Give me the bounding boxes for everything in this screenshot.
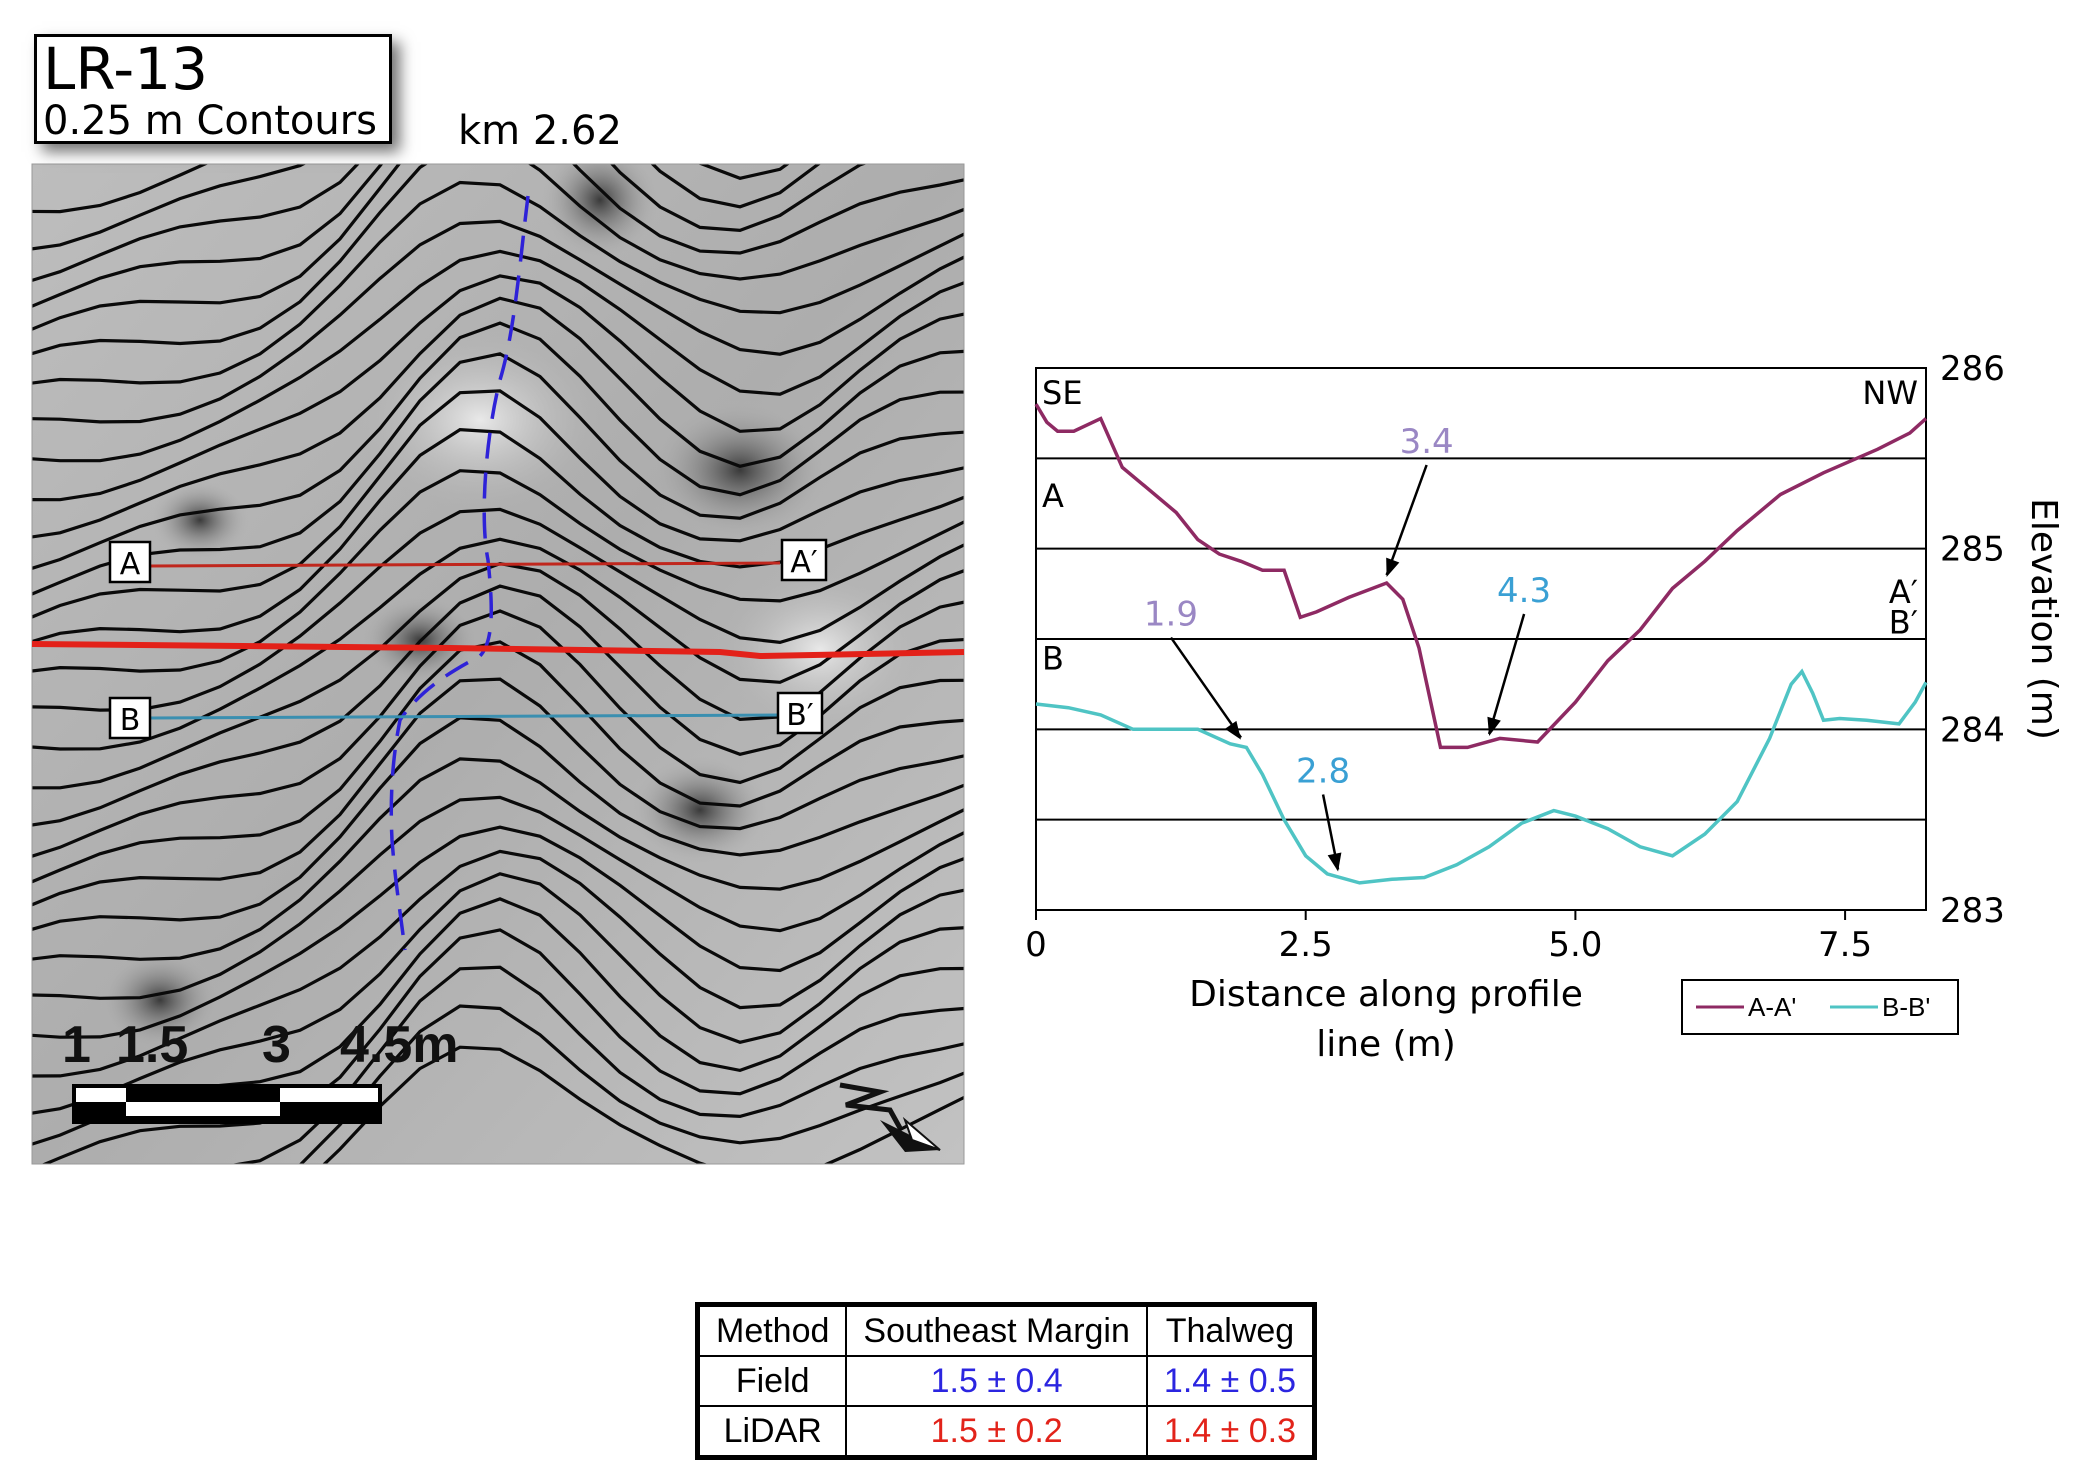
- fault-trace-line: [31, 641, 965, 660]
- svg-text:B: B: [120, 703, 141, 738]
- y-tick-label: 283: [1940, 891, 2005, 931]
- legend: A-A' B-B': [1681, 979, 1959, 1035]
- offset-results-table: Method Southeast Margin Thalweg Field 1.…: [695, 1302, 1317, 1460]
- section-label-b: B: [108, 696, 152, 740]
- x-axis-title-line1: Distance along profile: [1189, 974, 1583, 1015]
- gridlines: [1036, 457, 1926, 821]
- cell-southeast-margin: 1.5 ± 0.4: [845, 1355, 1148, 1407]
- annotation-arrowhead: [1224, 720, 1241, 740]
- series-lines: [1034, 403, 1928, 885]
- annotation-arrowhead: [1487, 716, 1501, 736]
- scale-label-1-5: 1.5: [116, 1016, 188, 1074]
- y-tick-label: 286: [1940, 349, 2005, 389]
- ridge-shading: [720, 570, 920, 730]
- scale-bar: 1 1.5 3 4.5m: [62, 1016, 459, 1124]
- x-axis-title-line2: line (m): [1316, 1024, 1456, 1065]
- north-arrow-icon: [839, 1082, 941, 1152]
- series-b-start-label: B: [1042, 640, 1064, 678]
- thalweg-line: [389, 195, 530, 951]
- depression-shading: [650, 400, 830, 540]
- scale-label-4-5m: 4.5m: [340, 1016, 459, 1074]
- annotations: 3.4 4.3 1.9 2.8: [1144, 422, 1551, 872]
- annotation-label: 4.3: [1497, 571, 1551, 611]
- y-axis-title: Elevation (m): [2023, 498, 2064, 740]
- series-line-b: [1035, 668, 1928, 885]
- section-label-a: A: [108, 540, 152, 584]
- svg-text:B′: B′: [786, 698, 814, 733]
- svg-text:A′: A′: [790, 545, 818, 580]
- svg-text:A: A: [120, 547, 141, 582]
- depression-shading: [150, 480, 250, 560]
- x-tick-label: 7.5: [1818, 925, 1872, 965]
- map-subtitle: 0.25 m Contours: [43, 98, 378, 144]
- y-tick-label: 285: [1940, 530, 2005, 570]
- x-tick-label: 0: [1025, 925, 1047, 965]
- scale-label-1: 1: [62, 1016, 91, 1074]
- km-label: km 2.62: [458, 108, 622, 154]
- scale-label-3: 3: [262, 1016, 291, 1074]
- cell-method: Field: [696, 1355, 848, 1407]
- map-label-box: LR-13 0.25 m Contours: [34, 34, 392, 144]
- series-b-end-label: B′: [1889, 604, 1918, 642]
- series-a-end-label: A′: [1889, 573, 1918, 611]
- table-header-row: Method Southeast Margin Thalweg: [696, 1303, 1316, 1357]
- annotation-arrowhead: [1327, 852, 1342, 872]
- profile-chart: 0 2.5 5.0 7.5 283 284 285 286 3.4 4.3 1.9 2.8 SE N…: [1025, 349, 2064, 1065]
- cell-southeast-margin: 1.5 ± 0.2: [845, 1405, 1148, 1459]
- x-tick-label: 5.0: [1548, 925, 1602, 965]
- section-line-b: [149, 713, 781, 720]
- contour-map: A A′ B B′ 1 1.5 3 4.5m: [31, 163, 965, 1165]
- annotation-arrowhead: [1386, 557, 1400, 577]
- depression-shading: [100, 950, 220, 1050]
- map-title: LR-13: [43, 35, 208, 103]
- cell-thalweg: 1.4 ± 0.5: [1145, 1355, 1316, 1407]
- axis-ticks: 0 2.5 5.0 7.5 283 284 285 286: [1025, 349, 2005, 965]
- annotation-label: 1.9: [1144, 595, 1198, 635]
- header-thalweg: Thalweg: [1145, 1303, 1316, 1357]
- section-line-a: [149, 561, 781, 568]
- section-label-a-prime: A′: [780, 538, 828, 582]
- series-a-start-label: A: [1042, 477, 1064, 515]
- y-tick-label: 284: [1940, 710, 2005, 750]
- cell-thalweg: 1.4 ± 0.3: [1145, 1405, 1316, 1459]
- annotation-arrow-line: [1487, 613, 1526, 735]
- annotation-arrow-line: [1385, 464, 1428, 576]
- annotation-label: 3.4: [1400, 422, 1454, 462]
- section-label-b-prime: B′: [776, 691, 824, 735]
- cell-method: LiDAR: [696, 1405, 848, 1459]
- table-row: Field 1.5 ± 0.4 1.4 ± 0.5: [696, 1355, 1316, 1407]
- x-tick-label: 2.5: [1279, 925, 1333, 965]
- header-method: Method: [696, 1303, 848, 1357]
- legend-label-b: B-B': [1882, 992, 1930, 1022]
- header-southeast-margin: Southeast Margin: [845, 1303, 1148, 1357]
- corner-label-nw: NW: [1862, 374, 1918, 412]
- annotation-arrow-line: [1169, 636, 1242, 739]
- contour-map-panel: A A′ B B′ 1 1.5 3 4.5m: [0, 0, 1000, 1200]
- legend-label-a: A-A': [1748, 992, 1796, 1022]
- depression-shading: [540, 164, 660, 260]
- series-line-a: [1034, 403, 1928, 750]
- corner-label-se: SE: [1042, 374, 1083, 412]
- table-row: LiDAR 1.5 ± 0.2 1.4 ± 0.3: [696, 1405, 1316, 1459]
- annotation-label: 2.8: [1296, 751, 1350, 791]
